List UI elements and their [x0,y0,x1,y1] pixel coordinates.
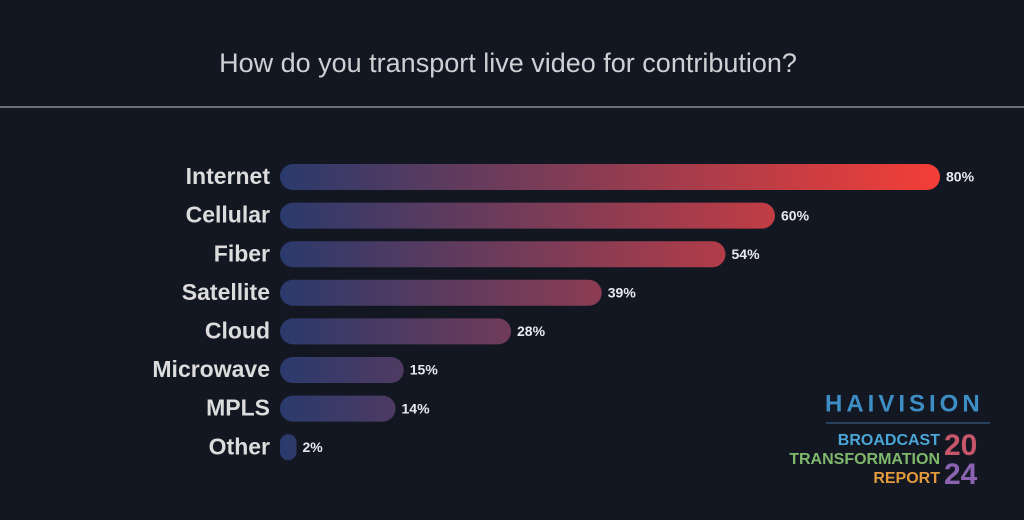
value-label: 54% [732,246,761,262]
value-label: 15% [410,362,439,378]
category-label: Other [209,433,270,459]
category-label: Microwave [152,356,270,382]
bar [280,164,940,190]
value-label: 2% [303,439,324,455]
category-label: Fiber [214,240,270,266]
category-label: MPLS [206,395,270,421]
logo-line: REPORT [873,470,940,487]
logo-year: 24 [944,458,978,491]
value-label: 14% [402,400,431,416]
logo: HAIVISION BROADCAST TRANSFORMATION REPOR… [789,390,990,491]
bar [280,241,726,268]
value-label: 39% [608,285,637,301]
bar [280,318,511,345]
value-label: 60% [781,207,810,223]
bar [280,434,297,461]
category-label: Cellular [186,202,270,228]
logo-brand: HAIVISION [825,390,984,417]
bar [280,202,775,229]
value-label: 80% [946,169,975,185]
value-label: 28% [517,323,546,339]
category-label: Cloud [205,317,270,343]
bar [280,395,396,422]
logo-line: BROADCAST [838,432,940,449]
bar [280,357,404,383]
category-label: Satellite [182,279,270,305]
chart-title: How do you transport live video for cont… [219,48,797,78]
bar [280,279,602,306]
logo-line: TRANSFORMATION [789,451,940,468]
logo-year: 20 [944,429,977,462]
category-label: Internet [186,163,271,189]
